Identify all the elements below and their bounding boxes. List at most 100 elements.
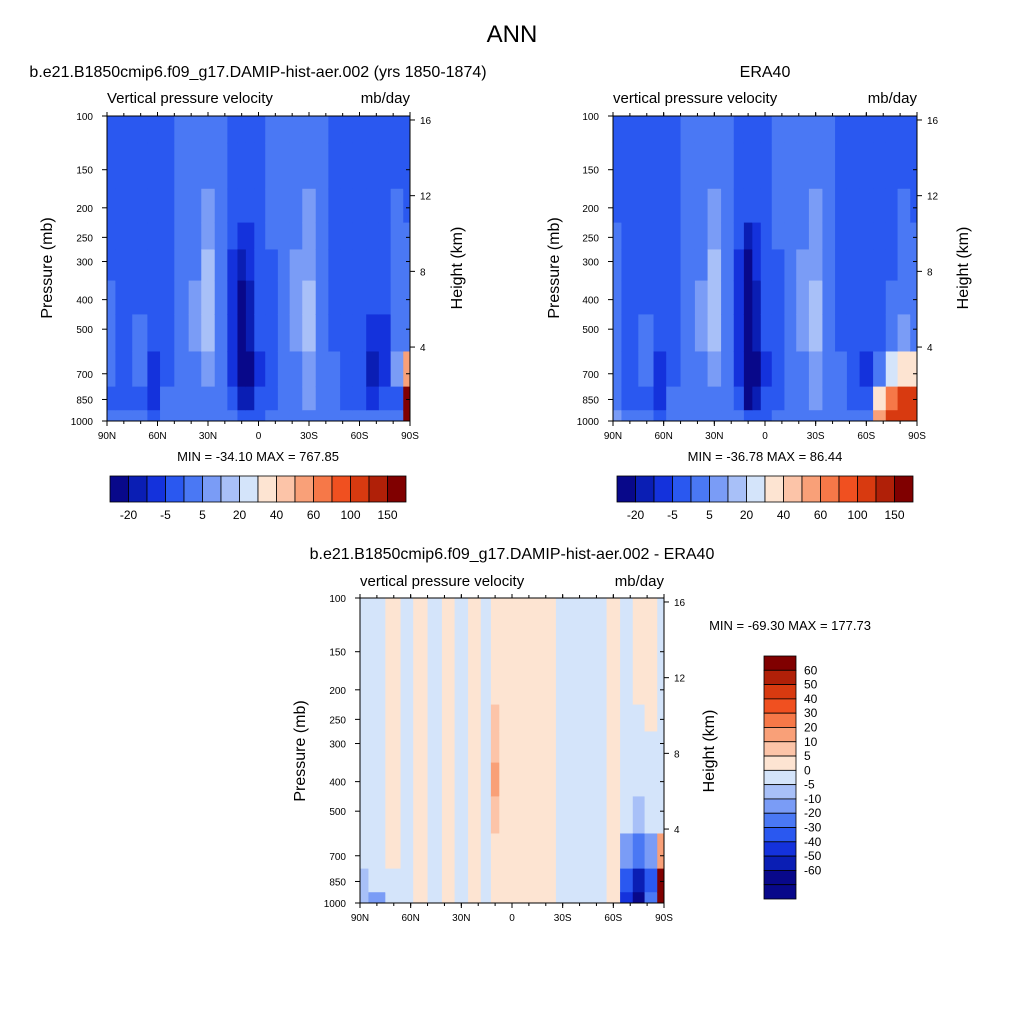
y2-axis-label: Height (km) <box>955 227 972 310</box>
colorbar-label: 40 <box>804 692 818 706</box>
field-cell <box>613 351 623 388</box>
field-cell <box>107 116 117 144</box>
field-cell <box>227 188 239 224</box>
field-cell <box>254 410 266 421</box>
colorbar-label: 0 <box>804 763 811 777</box>
colorbar-label: 50 <box>804 678 818 692</box>
field-cell <box>277 249 291 282</box>
field-cell <box>360 833 370 870</box>
field-cell <box>289 188 303 224</box>
field-cell <box>897 386 911 411</box>
field-cell <box>366 410 380 421</box>
field-cell <box>490 670 500 706</box>
field-cell <box>593 624 608 672</box>
field-cell <box>873 249 887 282</box>
field-cell <box>771 188 786 224</box>
field-cell <box>227 142 239 190</box>
x-tick-label: 0 <box>762 431 768 442</box>
field-cell <box>115 351 133 388</box>
field-cell <box>885 142 899 190</box>
y-tick-label: 200 <box>76 204 93 215</box>
field-cell <box>620 796 634 835</box>
field-cell <box>657 624 664 672</box>
field-cell <box>531 762 544 798</box>
colorbar-label: 150 <box>884 508 904 522</box>
field-cell <box>653 249 667 282</box>
colorbar-label: 100 <box>847 508 867 522</box>
field-cell <box>366 314 380 353</box>
field-cell <box>315 116 329 144</box>
field-cell <box>543 670 557 706</box>
field-cell <box>897 249 911 282</box>
field-cell <box>873 314 887 353</box>
field-cell <box>368 624 386 672</box>
field-cell <box>107 410 117 421</box>
y-tick-label: 100 <box>329 594 346 605</box>
field-cell <box>808 314 824 353</box>
field-cell <box>760 386 773 411</box>
field-cell <box>507 598 520 626</box>
field-cell <box>368 796 386 835</box>
field-cell <box>859 410 874 421</box>
field-cell <box>227 314 239 353</box>
field-cell <box>277 116 291 144</box>
field-cell <box>743 222 753 251</box>
colorbar-box <box>763 855 797 871</box>
field-cell <box>441 670 456 706</box>
field-cell <box>680 222 696 251</box>
field-cell <box>390 314 404 353</box>
field-cell <box>657 868 664 893</box>
field-cell <box>254 314 266 353</box>
y2-tick-label: 12 <box>420 192 432 203</box>
field-cell <box>188 142 202 190</box>
field-cell <box>490 762 500 798</box>
field-cell <box>897 188 911 224</box>
field-cell <box>518 598 533 626</box>
field-cell <box>808 222 824 251</box>
field-cell <box>733 351 745 388</box>
field-cell <box>454 704 469 733</box>
field-cell <box>873 410 887 421</box>
field-cell <box>480 704 492 733</box>
field-cell <box>507 868 520 893</box>
figure-title: ANN <box>487 21 538 48</box>
field-cell <box>214 116 228 144</box>
field-cell <box>385 598 402 626</box>
field-cell <box>237 314 247 353</box>
y2-tick-label: 8 <box>927 267 933 278</box>
field-cell <box>390 116 404 144</box>
field-cell <box>480 624 492 672</box>
field-cell <box>147 410 161 421</box>
field-cell <box>694 249 709 282</box>
field-cell <box>378 280 392 316</box>
colorbar-box <box>764 475 784 503</box>
field-cell <box>873 222 887 251</box>
field-cell <box>427 892 443 903</box>
field-cell <box>188 222 202 251</box>
field-cell <box>390 351 404 388</box>
colorbar-box <box>276 475 296 503</box>
field-cell <box>771 222 786 251</box>
contour-field <box>360 598 664 903</box>
field-cell <box>160 142 175 190</box>
field-cell <box>632 598 646 626</box>
x-tick-label: 90N <box>604 431 622 442</box>
field-cell <box>743 314 753 353</box>
field-cell <box>147 188 161 224</box>
x-tick-label: 30S <box>300 431 318 442</box>
field-cell <box>606 670 621 706</box>
field-cell <box>188 249 202 282</box>
colorbar-box <box>763 755 797 771</box>
field-cell <box>507 892 520 903</box>
colorbar-label: 5 <box>199 508 206 522</box>
field-cell <box>613 314 623 353</box>
field-cell <box>507 796 520 835</box>
y-tick-label: 500 <box>582 325 599 336</box>
field-cell <box>315 249 329 282</box>
field-cell <box>360 796 370 835</box>
field-cell <box>859 249 874 282</box>
field-cell <box>385 892 402 903</box>
field-cell <box>328 386 341 411</box>
field-cell <box>644 796 658 835</box>
y-tick-label: 700 <box>329 852 346 863</box>
